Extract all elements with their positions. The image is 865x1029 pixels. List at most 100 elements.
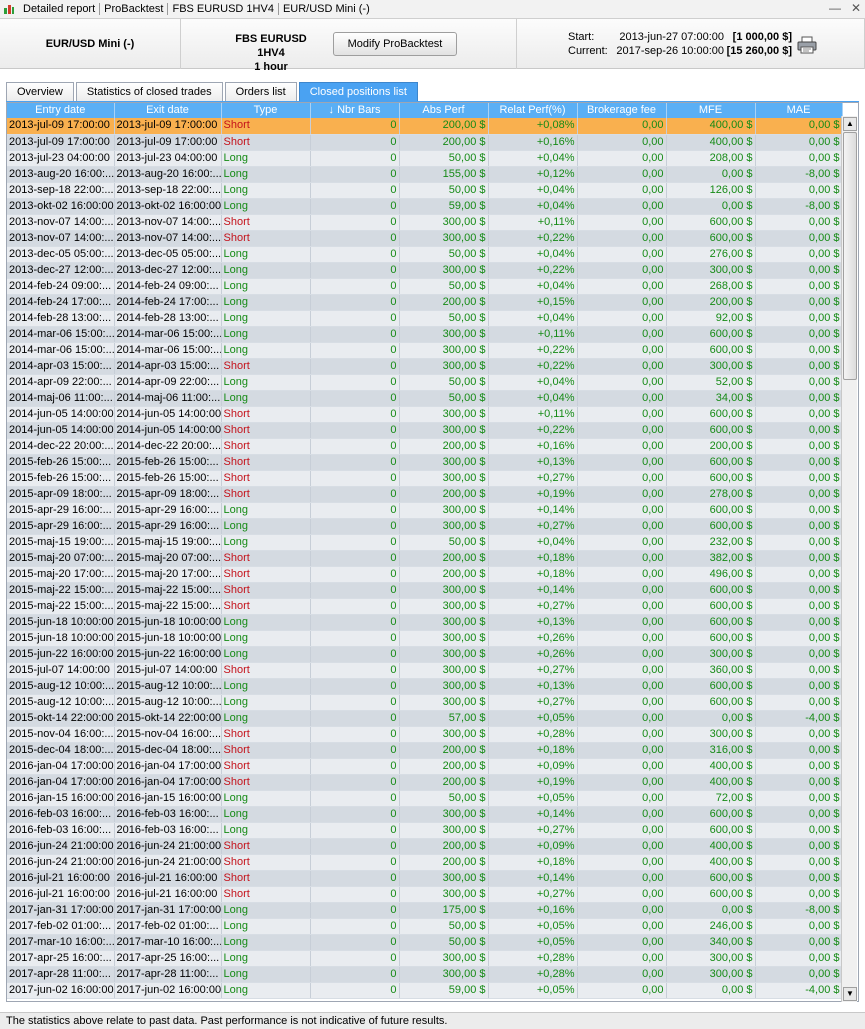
table-row[interactable]: 2013-okt-02 16:00:00 2013-okt-02 16:00:00…	[7, 198, 843, 215]
table-row[interactable]: 2016-jun-24 21:00:00 2016-jun-24 21:00:00…	[7, 838, 843, 855]
table-row[interactable]: 2013-aug-20 16:00:... 2013-aug-20 16:00:.…	[7, 166, 843, 183]
table-row[interactable]: 2015-feb-26 15:00:... 2015-feb-26 15:00:.…	[7, 454, 843, 471]
table-row[interactable]: 2014-mar-06 15:00:... 2014-mar-06 15:00:.…	[7, 326, 843, 343]
column-header-exit-date[interactable]: Exit date	[114, 103, 222, 118]
table-row[interactable]: 2013-jul-09 17:00:00 2013-jul-09 17:00:00…	[7, 118, 843, 135]
table-row[interactable]: 2015-jun-18 10:00:00 2015-jun-18 10:00:00…	[7, 630, 843, 647]
mfe-cell: 400,00 $	[666, 838, 756, 855]
table-row[interactable]: 2014-dec-22 20:00:... 2014-dec-22 20:00:.…	[7, 438, 843, 455]
table-row[interactable]: 2013-sep-18 22:00:... 2013-sep-18 22:00:.…	[7, 182, 843, 199]
column-header-brokerage-fee[interactable]: Brokerage fee	[577, 103, 667, 118]
table-row[interactable]: 2015-apr-29 16:00:... 2015-apr-29 16:00:.…	[7, 502, 843, 519]
table-row[interactable]: 2015-jun-22 16:00:00 2015-jun-22 16:00:00…	[7, 646, 843, 663]
minimize-icon[interactable]: —	[828, 1, 841, 15]
table-row[interactable]: 2016-jan-04 17:00:00 2016-jan-04 17:00:00…	[7, 758, 843, 775]
scroll-up-arrow-icon[interactable]: ▲	[843, 117, 857, 131]
table-row[interactable]: 2015-feb-26 15:00:... 2015-feb-26 15:00:.…	[7, 470, 843, 487]
table-row[interactable]: 2015-maj-20 07:00:... 2015-maj-20 07:00:.…	[7, 550, 843, 567]
table-row[interactable]: 2017-feb-02 01:00:... 2017-feb-02 01:00:.…	[7, 918, 843, 935]
table-row[interactable]: 2015-apr-29 16:00:... 2015-apr-29 16:00:.…	[7, 518, 843, 535]
printer-icon[interactable]	[797, 36, 817, 54]
table-row[interactable]: 2017-apr-25 16:00:... 2017-apr-25 16:00:.…	[7, 950, 843, 967]
table-row[interactable]: 2013-dec-05 05:00:... 2013-dec-05 05:00:.…	[7, 246, 843, 263]
vertical-scrollbar[interactable]: ▲ ▼	[841, 116, 857, 1002]
close-icon[interactable]: ✕	[850, 1, 861, 15]
table-row[interactable]: 2016-feb-03 16:00:... 2016-feb-03 16:00:.…	[7, 822, 843, 839]
column-header-mae[interactable]: MAE	[755, 103, 843, 118]
tab-overview[interactable]: Overview	[6, 82, 74, 101]
table-row[interactable]: 2013-jul-09 17:00:00 2013-jul-09 17:00:00…	[7, 134, 843, 151]
table-row[interactable]: 2017-mar-10 16:00:... 2017-mar-10 16:00:.…	[7, 934, 843, 951]
modify-probacktest-button[interactable]: Modify ProBacktest	[333, 32, 457, 56]
table-row[interactable]: 2013-nov-07 14:00:... 2013-nov-07 14:00:.…	[7, 214, 843, 231]
table-row[interactable]: 2017-apr-28 11:00:... 2017-apr-28 11:00:.…	[7, 966, 843, 983]
abs-perf-cell: 300,00 $	[399, 358, 489, 375]
mae-cell: 0,00 $	[755, 534, 843, 551]
breadcrumb-probacktest[interactable]: ProBacktest	[104, 3, 164, 15]
relat-perf-cell: +0,16%	[488, 134, 578, 151]
tab-statistics-closed-trades[interactable]: Statistics of closed trades	[75, 82, 223, 101]
abs-perf-cell: 300,00 $	[399, 630, 489, 647]
table-row[interactable]: 2015-jun-18 10:00:00 2015-jun-18 10:00:00…	[7, 614, 843, 631]
type-cell: Long	[221, 646, 311, 663]
table-row[interactable]: 2016-jun-24 21:00:00 2016-jun-24 21:00:00…	[7, 854, 843, 871]
table-row[interactable]: 2015-maj-20 17:00:... 2015-maj-20 17:00:.…	[7, 566, 843, 583]
table-row[interactable]: 2014-feb-28 13:00:... 2014-feb-28 13:00:.…	[7, 310, 843, 327]
column-header-type[interactable]: Type	[221, 103, 311, 118]
table-row[interactable]: 2015-maj-22 15:00:... 2015-maj-22 15:00:.…	[7, 582, 843, 599]
table-row[interactable]: 2015-maj-15 19:00:... 2015-maj-15 19:00:.…	[7, 534, 843, 551]
mfe-cell: 600,00 $	[666, 518, 756, 535]
scroll-down-arrow-icon[interactable]: ▼	[843, 987, 857, 1001]
table-row[interactable]: 2016-jan-15 16:00:00 2016-jan-15 16:00:00…	[7, 790, 843, 807]
nbr-bars-cell: 0	[310, 742, 400, 759]
breadcrumb-strategy[interactable]: FBS EURUSD 1HV4	[172, 3, 274, 15]
table-row[interactable]: 2017-jan-31 17:00:00 2017-jan-31 17:00:00…	[7, 902, 843, 919]
table-row[interactable]: 2014-apr-03 15:00:... 2014-apr-03 15:00:.…	[7, 358, 843, 375]
table-row[interactable]: 2014-jun-05 14:00:00 2014-jun-05 14:00:00…	[7, 422, 843, 439]
brokerage-fee-cell: 0,00	[577, 870, 667, 887]
column-header-mfe[interactable]: MFE	[666, 103, 756, 118]
table-row[interactable]: 2014-maj-06 11:00:... 2014-maj-06 11:00:.…	[7, 390, 843, 407]
column-header-abs-perf[interactable]: Abs Perf	[399, 103, 489, 118]
table-row[interactable]: 2015-aug-12 10:00:... 2015-aug-12 10:00:.…	[7, 694, 843, 711]
breadcrumb-instrument[interactable]: EUR/USD Mini (-)	[282, 3, 370, 15]
table-row[interactable]: 2014-apr-09 22:00:... 2014-apr-09 22:00:.…	[7, 374, 843, 391]
entry-date-cell: 2016-jun-24 21:00:00	[7, 854, 115, 871]
table-row[interactable]: 2015-aug-12 10:00:... 2015-aug-12 10:00:.…	[7, 678, 843, 695]
table-row[interactable]: 2017-jun-02 16:00:00 2017-jun-02 16:00:00…	[7, 982, 843, 999]
table-row[interactable]: 2015-apr-09 18:00:... 2015-apr-09 18:00:.…	[7, 486, 843, 503]
table-row[interactable]: 2014-feb-24 09:00:... 2014-feb-24 09:00:.…	[7, 278, 843, 295]
table-row[interactable]: 2013-nov-07 14:00:... 2013-nov-07 14:00:.…	[7, 230, 843, 247]
breadcrumb-detailed-report[interactable]: Detailed report	[23, 3, 96, 15]
column-header-relat-perf[interactable]: Relat Perf(%)	[488, 103, 578, 118]
table-row[interactable]: 2016-jan-04 17:00:00 2016-jan-04 17:00:00…	[7, 774, 843, 791]
table-row[interactable]: 2015-maj-22 15:00:... 2015-maj-22 15:00:.…	[7, 598, 843, 615]
table-row[interactable]: 2014-jun-05 14:00:00 2014-jun-05 14:00:00…	[7, 406, 843, 423]
mfe-cell: 360,00 $	[666, 662, 756, 679]
table-row[interactable]: 2015-okt-14 22:00:00 2015-okt-14 22:00:00…	[7, 710, 843, 727]
table-row[interactable]: 2016-jul-21 16:00:00 2016-jul-21 16:00:00…	[7, 870, 843, 887]
column-header-entry-date[interactable]: Entry date	[7, 103, 115, 118]
table-row[interactable]: 2013-jul-23 04:00:00 2013-jul-23 04:00:00…	[7, 150, 843, 167]
table-row[interactable]: 2015-jul-07 14:00:00 2015-jul-07 14:00:00…	[7, 662, 843, 679]
table-row[interactable]: 2015-dec-04 18:00:... 2015-dec-04 18:00:.…	[7, 742, 843, 759]
table-row[interactable]: 2016-jul-21 16:00:00 2016-jul-21 16:00:00…	[7, 886, 843, 903]
table-row[interactable]: 2015-nov-04 16:00:... 2015-nov-04 16:00:.…	[7, 726, 843, 743]
nbr-bars-cell: 0	[310, 438, 400, 455]
table-row[interactable]: 2016-feb-03 16:00:... 2016-feb-03 16:00:.…	[7, 806, 843, 823]
relat-perf-cell: +0,04%	[488, 310, 578, 327]
tab-closed-positions-list[interactable]: Closed positions list	[298, 82, 418, 102]
table-row[interactable]: 2013-dec-27 12:00:... 2013-dec-27 12:00:.…	[7, 262, 843, 279]
entry-date-cell: 2015-apr-29 16:00:...	[7, 502, 115, 519]
exit-date-cell: 2013-jul-23 04:00:00	[114, 150, 222, 167]
type-cell: Long	[221, 710, 311, 727]
entry-date-cell: 2014-mar-06 15:00:...	[7, 342, 115, 359]
table-row[interactable]: 2014-mar-06 15:00:... 2014-mar-06 15:00:.…	[7, 342, 843, 359]
abs-perf-cell: 300,00 $	[399, 518, 489, 535]
scrollbar-thumb[interactable]	[843, 132, 857, 380]
column-header-nbr-bars[interactable]: ↓ Nbr Bars	[310, 103, 400, 118]
table-row[interactable]: 2014-feb-24 17:00:... 2014-feb-24 17:00:.…	[7, 294, 843, 311]
tab-orders-list[interactable]: Orders list	[224, 82, 297, 101]
brokerage-fee-cell: 0,00	[577, 214, 667, 231]
abs-perf-cell: 300,00 $	[399, 454, 489, 471]
